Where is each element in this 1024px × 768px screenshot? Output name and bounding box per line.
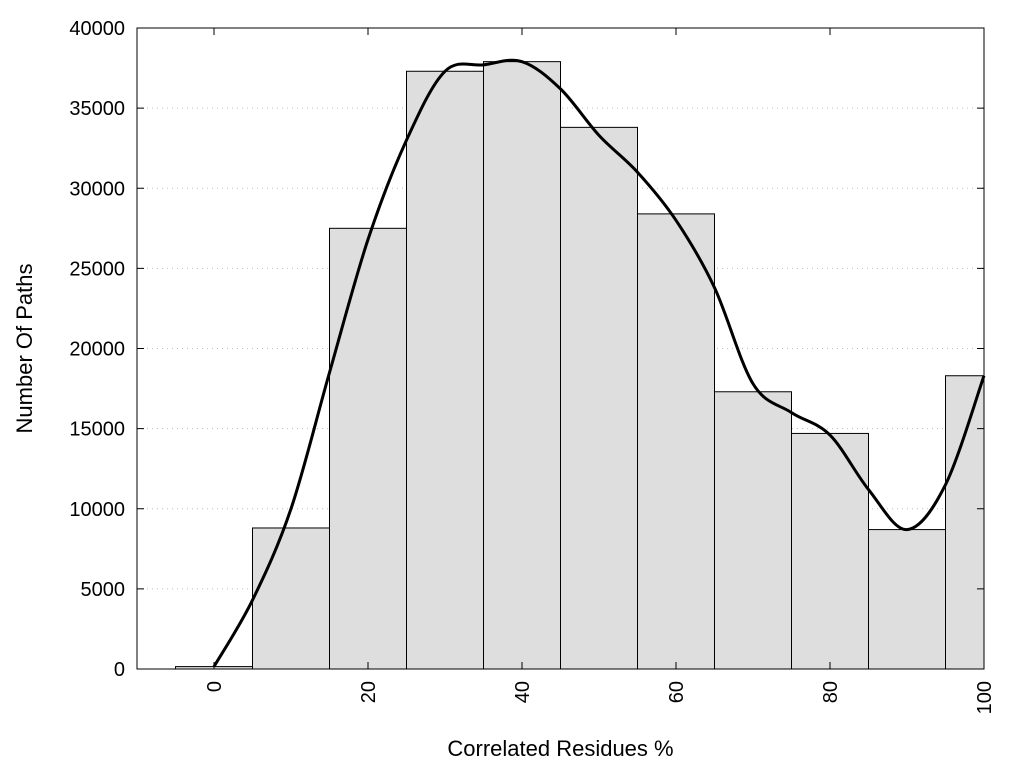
x-tick-label: 0 [204, 681, 226, 692]
x-axis-title: Correlated Residues % [447, 736, 673, 761]
trend-curve-line [212, 58, 986, 668]
y-tick-label: 0 [114, 659, 125, 681]
y-tick-labels: 0 5000 10000 15000 20000 25000 30000 35000 40000 [69, 18, 125, 681]
axis-ticks [137, 27, 985, 670]
x-tick-label: 20 [358, 681, 380, 703]
bar [252, 527, 330, 670]
bar [483, 61, 561, 670]
y-tick-label: 5000 [81, 579, 126, 601]
trend-curve [212, 58, 986, 668]
y-tick-label: 40000 [69, 18, 125, 40]
bar [868, 529, 946, 670]
y-tick-label: 30000 [69, 178, 125, 200]
bar [791, 432, 869, 670]
bar [329, 227, 407, 670]
x-tick-label: 60 [666, 681, 688, 703]
x-tick-label: 100 [974, 681, 996, 714]
bar [560, 126, 638, 670]
y-tick-label: 25000 [69, 258, 125, 280]
bar [714, 391, 792, 670]
bar [945, 375, 985, 670]
y-tick-label: 15000 [69, 419, 125, 441]
y-tick-label: 10000 [69, 499, 125, 521]
y-axis-title: Number Of Paths [12, 264, 37, 434]
bar [406, 70, 484, 670]
bar [637, 213, 715, 670]
x-tick-label: 40 [512, 681, 534, 703]
bars [175, 61, 985, 670]
x-tick-labels: 0 20 40 60 80 100 [204, 681, 996, 714]
x-tick-label: 80 [820, 681, 842, 703]
y-tick-label: 35000 [69, 98, 125, 120]
y-tick-label: 20000 [69, 339, 125, 361]
